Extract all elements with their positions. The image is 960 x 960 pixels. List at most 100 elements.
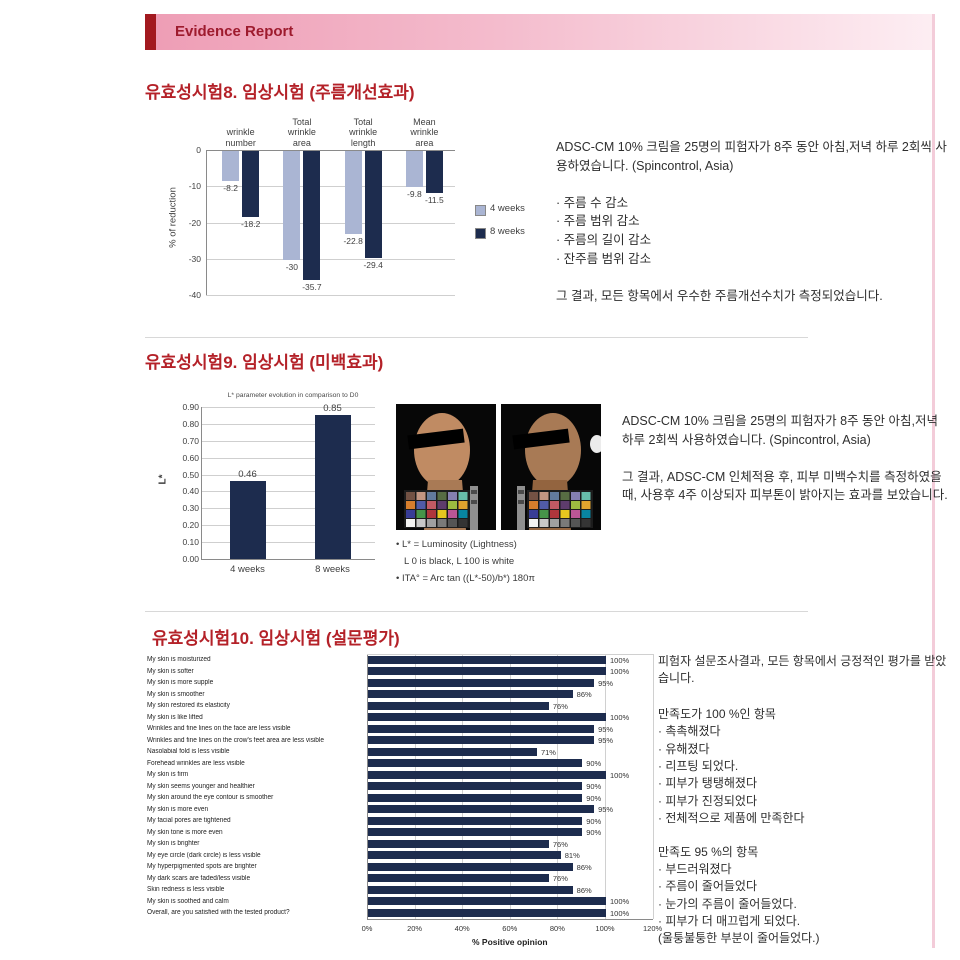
- bar: [222, 151, 240, 181]
- luminosity-chart: L* parameter evolution in comparison to …: [140, 392, 400, 592]
- face-photo-left: [396, 404, 496, 535]
- survey-bar: [368, 701, 549, 710]
- x-tick-label: 20%: [407, 923, 423, 933]
- section8-bullet: · 잔주름 범위 감소: [556, 251, 652, 266]
- survey-value-label: 86%: [576, 862, 592, 872]
- axis-tick-label: 0.30: [182, 503, 199, 514]
- satisfaction-95-item: · 눈가의 주름이 줄어들었다.: [658, 896, 797, 911]
- survey-item-label: My skin around the eye contour is smooth…: [147, 794, 274, 801]
- x-tick-label: 100%: [595, 923, 615, 933]
- survey-item-label: Skin redness is less visible: [147, 886, 225, 893]
- axis-tick-label: 0.80: [182, 418, 199, 429]
- survey-item-label: My facial pores are tightened: [147, 817, 231, 824]
- survey-value-label: 100%: [610, 770, 630, 780]
- category-label: wrinkle number: [225, 127, 256, 148]
- x-tick-label: 120%: [643, 923, 663, 933]
- value-label: -18.2: [240, 218, 261, 229]
- right-edge-rule: [932, 14, 935, 948]
- survey-item-label: My skin restored its elasticity: [147, 702, 230, 709]
- section10-text-block: 피험자 설문조사결과, 모든 항목에서 긍정적인 평가를 받았습니다. 만족도가…: [658, 653, 953, 948]
- section8-bullet: · 주름 범위 감소: [556, 214, 640, 229]
- survey-value-label: 100%: [610, 897, 630, 906]
- survey-value-label: 95%: [598, 678, 614, 688]
- survey-value-label: 95%: [598, 724, 614, 734]
- section8-title: 유효성시험8. 임상시험 (주름개선효과): [145, 83, 415, 102]
- section9-text-block: ADSC-CM 10% 크림을 25명의 피험자가 8주 동안 아침,저녁 하루…: [622, 412, 950, 523]
- survey-item-label: My skin is brighter: [147, 840, 200, 847]
- axis-tick-label: 0.00: [182, 554, 199, 564]
- survey-item-label: My skin is like lifted: [147, 713, 203, 721]
- axis-tick-label: 0.90: [182, 402, 199, 412]
- chart-title: L* parameter evolution in comparison to …: [227, 392, 359, 399]
- section8-bullet-list: · 주름 수 감소 · 주름 범위 감소 · 주름의 길이 감소 · 잔주름 범위 감…: [556, 194, 948, 269]
- x-axis-title: % Positive opinion: [472, 936, 548, 947]
- survey-value-label: 86%: [576, 690, 592, 699]
- survey-bar: [368, 736, 595, 745]
- survey-value-label: 100%: [610, 908, 630, 918]
- axis-tick-label: 0.40: [182, 486, 199, 497]
- satisfaction-100-item: · 피부가 탱탱해졌다: [658, 776, 757, 791]
- plot-border-top: [367, 654, 653, 655]
- survey-item-label: My skin seems younger and healthier: [147, 782, 255, 790]
- value-label: -9.8: [407, 188, 422, 199]
- value-label: -30: [285, 261, 299, 272]
- survey-item-label: Nasolabial fold is less visible: [147, 748, 230, 755]
- gridline: [652, 654, 654, 919]
- satisfaction-95-header: 만족도 95 %의 항목: [658, 844, 759, 859]
- survey-item-label: My dark scars are faded/less visible: [147, 874, 251, 882]
- value-label: -35.7: [302, 282, 322, 293]
- gridline: [206, 150, 455, 151]
- survey-bar: [368, 816, 583, 825]
- gridline: [206, 258, 455, 260]
- x-tick-label: 60%: [502, 923, 518, 933]
- subject-photos: [396, 404, 604, 535]
- satisfaction-95-item: · 부드러워졌다: [658, 861, 732, 876]
- x-tick-label: 40%: [454, 923, 470, 933]
- category-label: Total wrinkle length: [349, 116, 378, 148]
- photo-note-line: L 0 is black, L 100 is white: [404, 556, 515, 567]
- survey-value-label: 90%: [586, 782, 602, 791]
- survey-item-label: Wrinkles and fine lines on the crow's fe…: [147, 736, 324, 744]
- satisfaction-100-item: · 전체적으로 제품에 만족한다: [658, 811, 805, 826]
- banner-accent-bar: [145, 14, 156, 50]
- report-banner: Evidence Report: [145, 14, 935, 50]
- section10-intro: 피험자 설문조사결과, 모든 항목에서 긍정적인 평가를 받았습니다.: [658, 654, 947, 686]
- gridline: [605, 654, 606, 919]
- gridline: [201, 474, 375, 476]
- satisfaction-95-list: · 부드러워졌다 · 주름이 줄어들었다 · 눈가의 주름이 줄어들었다. · 피부가…: [658, 861, 953, 948]
- category-label: Total wrinkle area: [287, 116, 316, 148]
- value-label: -8.2: [223, 182, 238, 193]
- survey-item-label: My skin is smoother: [147, 690, 205, 698]
- bar: [364, 151, 382, 258]
- satisfaction-100-item: · 유해졌다: [658, 741, 710, 756]
- gridline: [206, 186, 455, 188]
- survey-item-label: My skin tone is more even: [147, 828, 223, 836]
- value-label: -11.5: [425, 194, 444, 205]
- satisfaction-100-list: · 촉촉해졌다 · 유해졌다 · 리프팅 되었다. · 피부가 탱탱해졌다 · 피부가 …: [658, 723, 953, 827]
- axis-tick-label: -40: [188, 290, 201, 300]
- axis-tick-label: -30: [188, 253, 201, 264]
- survey-item-label: My skin is more supple: [147, 679, 214, 686]
- gridline: [206, 295, 455, 296]
- y-axis-title: L*: [157, 474, 169, 485]
- gridline: [201, 407, 375, 408]
- satisfaction-100-item: · 촉촉해졌다: [658, 724, 721, 739]
- legend-swatch: [475, 205, 486, 216]
- survey-value-label: 100%: [610, 667, 630, 676]
- section8-conclusion: 그 결과, 모든 항목에서 우수한 주름개선수치가 측정되었습니다.: [556, 288, 883, 303]
- gridline: [201, 457, 375, 459]
- axis-tick-label: -20: [188, 217, 201, 228]
- survey-value-label: 100%: [610, 655, 630, 665]
- bar: [283, 151, 301, 260]
- axis-tick-label: -10: [188, 181, 201, 192]
- gridline: [201, 525, 375, 527]
- survey-value-label: 81%: [564, 851, 580, 860]
- survey-value-label: 90%: [586, 828, 602, 837]
- y-axis-title: % of reduction: [167, 187, 179, 248]
- axis-tick-label: 0: [196, 145, 201, 155]
- gridline: [201, 508, 375, 510]
- category-label: Mean wrinkle area: [410, 116, 439, 148]
- axis-tick-label: 0.50: [182, 469, 199, 480]
- survey-bar: [368, 690, 573, 699]
